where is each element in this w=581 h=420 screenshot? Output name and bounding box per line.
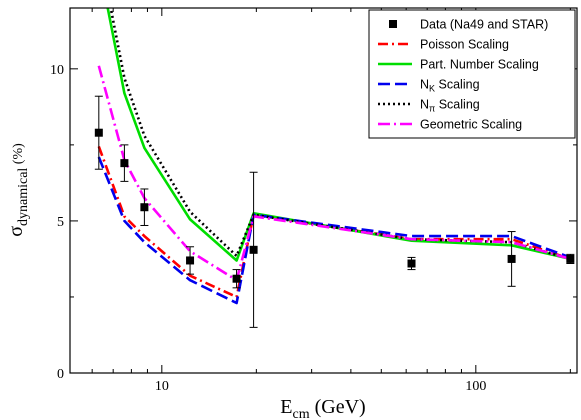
- x-axis-title-main: E: [280, 396, 292, 418]
- legend-label-main: Poisson Scaling: [420, 38, 509, 52]
- data-point-marker: [507, 254, 516, 263]
- y-tick-label: 0: [57, 367, 64, 382]
- y-axis-title-sub: dynamical: [16, 168, 31, 226]
- x-axis-title-unit: (GeV): [310, 396, 366, 418]
- data-point-marker: [186, 256, 195, 265]
- legend-label-main: Data (Na49 and STAR): [420, 18, 548, 32]
- legend-label: Geometric Scaling: [420, 118, 522, 132]
- x-tick-label: 10: [155, 379, 169, 394]
- data-point-marker: [120, 159, 129, 168]
- data-layer: [94, 95, 575, 328]
- y-axis-title-unit: (%): [11, 143, 26, 168]
- legend-label-main: Part. Number Scaling: [420, 58, 539, 72]
- legend-label: Poisson Scaling: [420, 38, 509, 52]
- legend-label-main: N: [420, 78, 429, 92]
- plot-frame: [69, 7, 578, 374]
- legend-label: Nπ Scaling: [420, 98, 480, 114]
- y-tick-label: 5: [57, 215, 64, 230]
- legend-label: NK Scaling: [420, 78, 480, 94]
- legend-label-rest: Scaling: [435, 78, 480, 92]
- legend-label-sub: K: [429, 84, 435, 94]
- data-point-marker: [232, 274, 241, 283]
- x-axis-title-sub: cm: [293, 407, 310, 420]
- data-point-marker: [249, 245, 258, 254]
- y-axis-title-main: σ: [5, 226, 27, 237]
- data-point-marker: [140, 203, 149, 212]
- legend-label-main: N: [420, 98, 429, 112]
- y-tick-label: 10: [50, 63, 64, 78]
- legend-label-main: Geometric Scaling: [420, 118, 522, 132]
- legend-marker-data: [389, 20, 397, 28]
- legend-label-sub: π: [429, 104, 435, 114]
- series-line-n-k-scaling: [97, 156, 571, 305]
- legend-label-rest: Scaling: [435, 98, 480, 112]
- series-line-poisson-scaling: [97, 145, 571, 299]
- legend: Data (Na49 and STAR) Poisson Scaling Part.…: [368, 9, 576, 139]
- y-axis-title: σdynamical (%): [5, 143, 31, 237]
- legend-label: Data (Na49 and STAR): [420, 18, 548, 32]
- legend-box: [368, 9, 576, 139]
- data-point-marker: [407, 259, 416, 268]
- data-point-marker: [566, 254, 575, 263]
- data-point-marker: [94, 128, 103, 137]
- x-tick-label: 100: [465, 379, 486, 394]
- x-axis-title: Ecm (GeV): [280, 396, 365, 420]
- series-line-part-number-scaling: [106, 8, 571, 262]
- legend-label: Part. Number Scaling: [420, 58, 539, 72]
